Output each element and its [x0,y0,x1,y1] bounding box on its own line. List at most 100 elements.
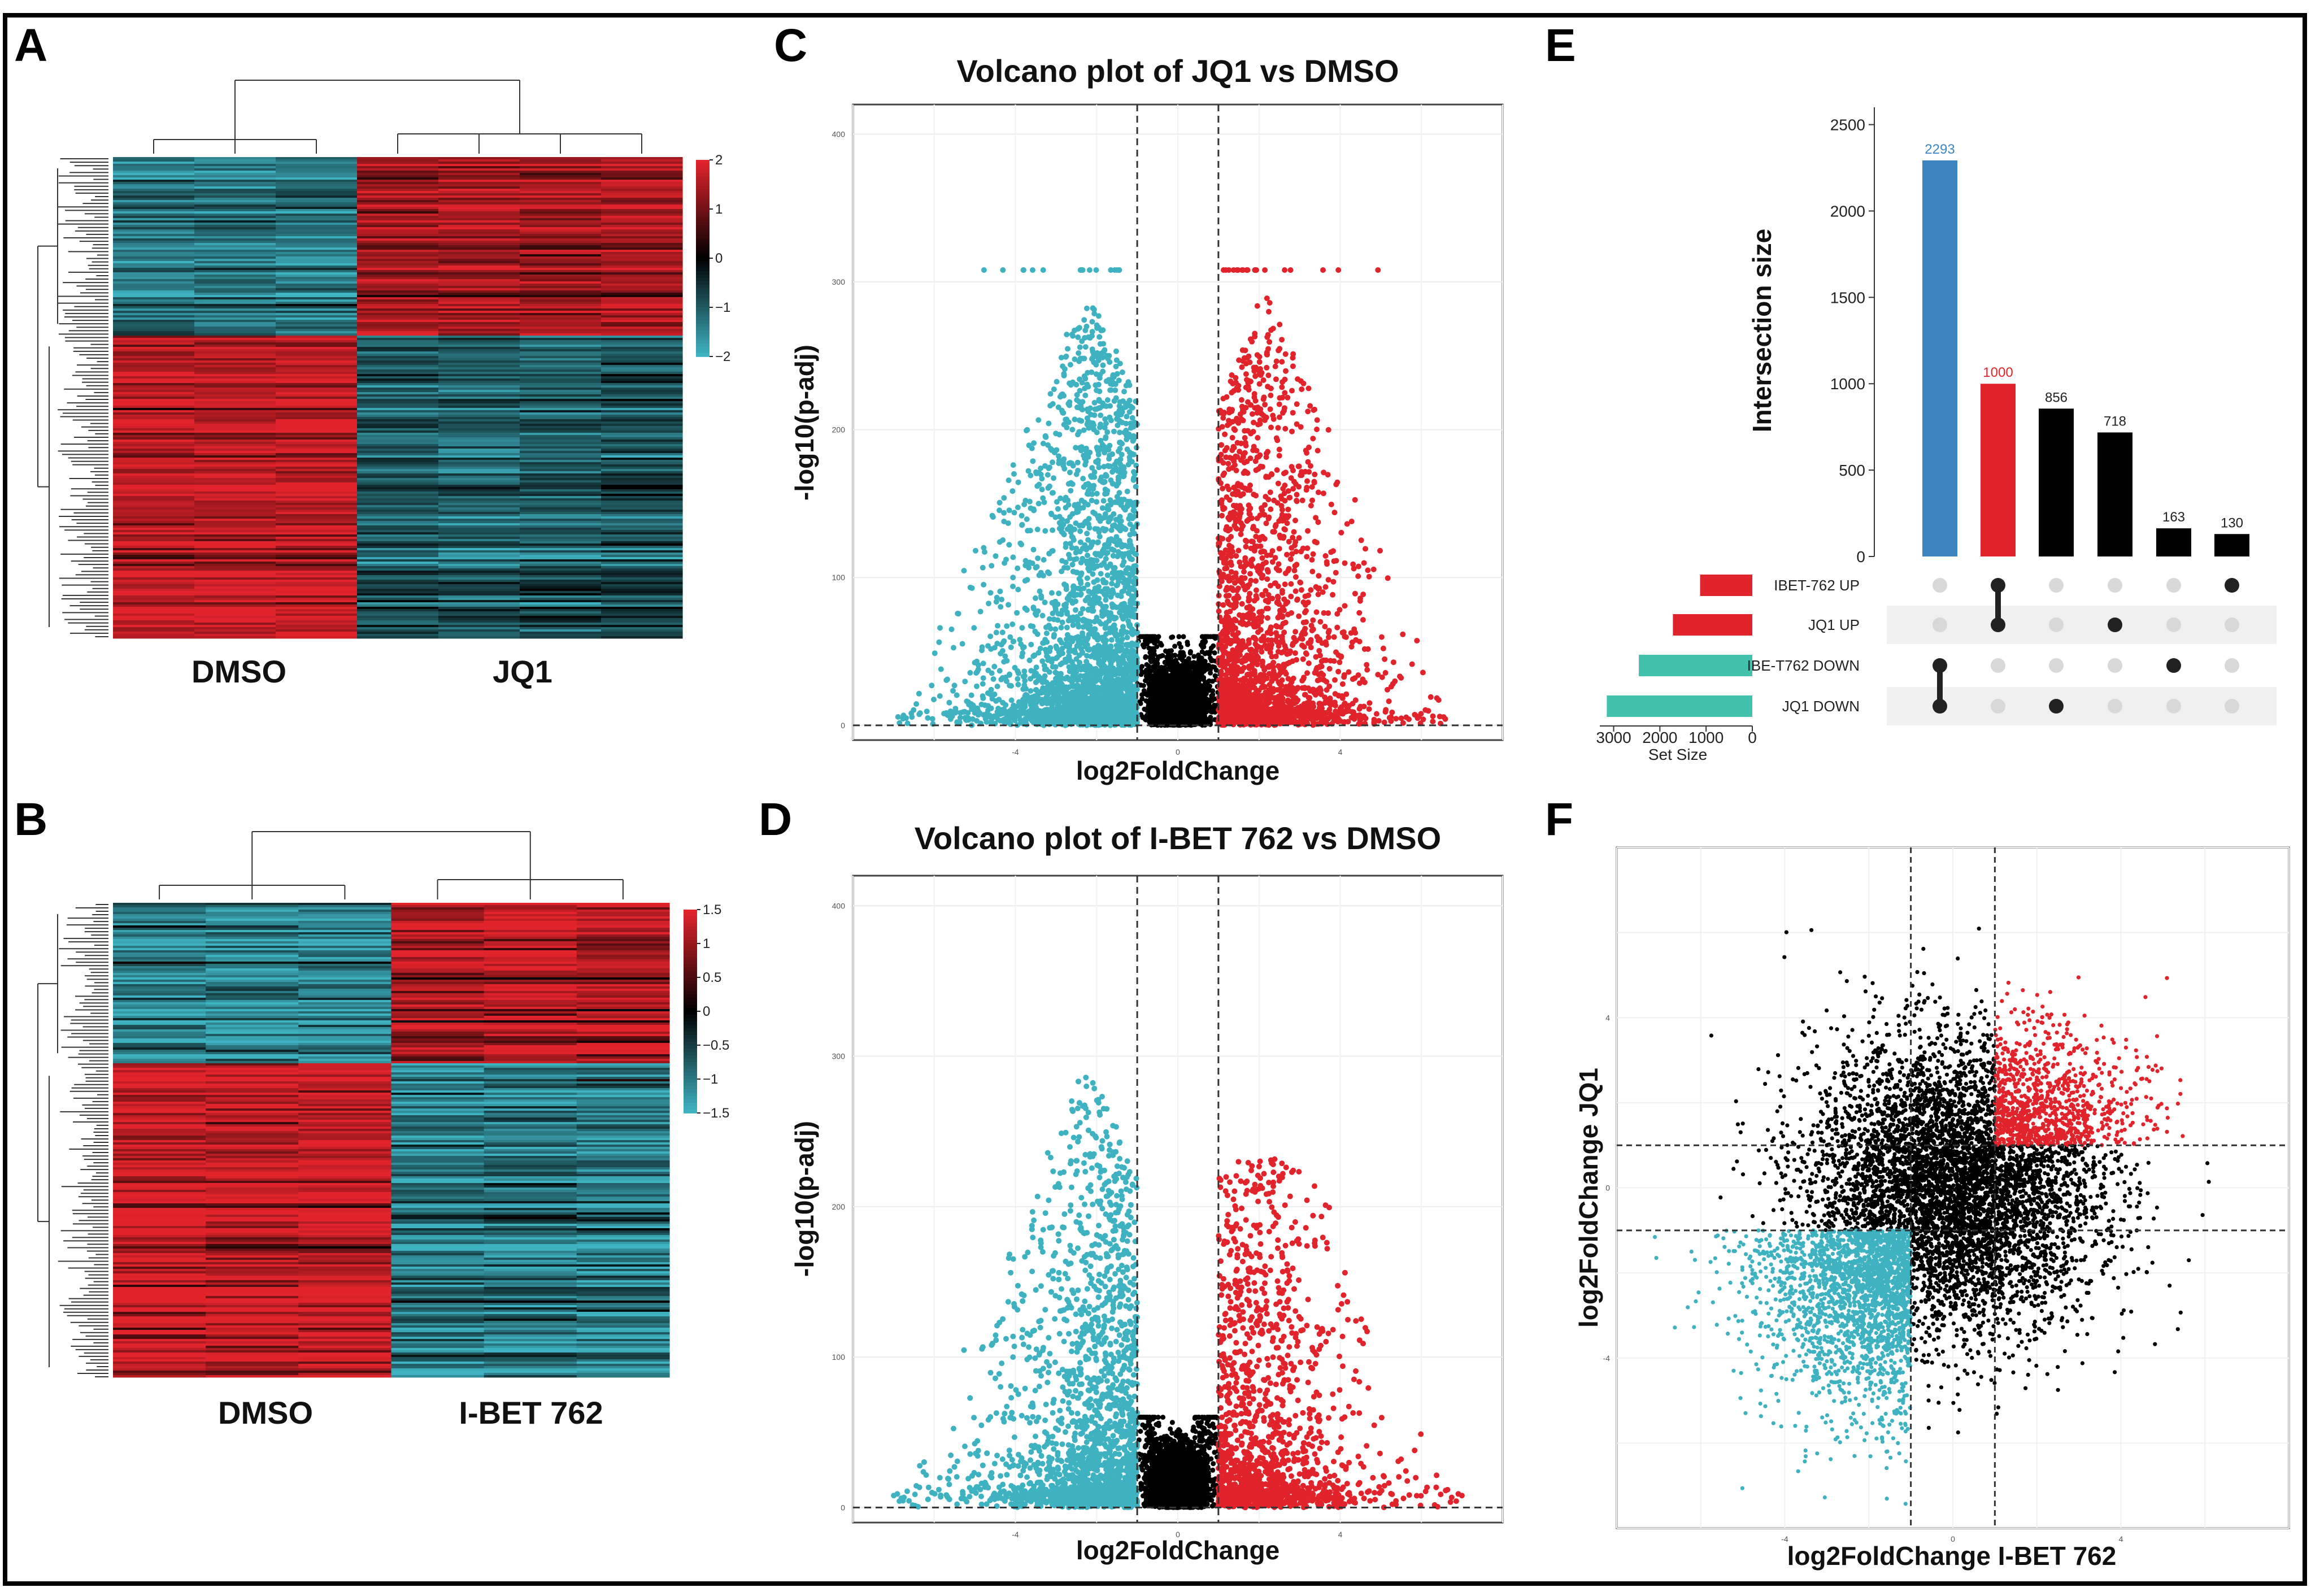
heatmap-cell [194,261,276,263]
heatmap-cell [194,227,276,229]
heatmap-cell [194,259,276,261]
heatmap-a: 210−1−2 DMSO JQ1 [38,80,730,689]
heatmap-cell [113,232,195,234]
panel-letter-c: C [774,20,807,71]
heatmap-cell [113,168,195,171]
heatmap-cell [357,279,439,281]
heatmap-cell [438,220,520,223]
heatmap-cell [601,268,683,270]
heatmap-cell [601,193,683,195]
heatmap-cell [276,186,358,189]
heatmap-cell [276,340,358,342]
heatmap-cell [438,198,520,200]
heatmap-cell [194,184,276,186]
heatmap-cell [113,205,195,207]
heatmap-cell [520,207,602,209]
heatmap-cell [194,333,276,336]
heatmap-cell [276,207,358,209]
heatmap-cell [357,247,439,250]
heatmap-cell [357,162,439,164]
heatmap-cell [438,293,520,295]
heatmap-cell [113,195,195,198]
heatmap-cell [520,320,602,322]
heatmap-cell [194,256,276,259]
heatmap-cell [357,256,439,259]
heatmap-cell [276,200,358,202]
heatmap-cell [194,277,276,279]
heatmap-cell [357,218,439,220]
heatmap-cell [520,241,602,243]
heatmap-cell [276,205,358,207]
heatmap-cell [113,327,195,329]
heatmap-cell [194,252,276,254]
heatmap-cell [438,157,520,159]
heatmap-cell [520,254,602,256]
heatmap-cell [438,338,520,340]
heatmap-cell [601,236,683,238]
heatmap-cell [601,281,683,284]
heatmap-cell [601,261,683,263]
heatmap-cell [113,227,195,229]
heatmap-cell [113,279,195,281]
heatmap-cell [113,315,195,318]
heatmap-cell [438,243,520,245]
heatmap-cell [601,218,683,220]
heatmap-cell [438,225,520,227]
heatmap-cell [438,286,520,288]
heatmap-cell [601,234,683,236]
heatmap-cell [438,302,520,304]
heatmap-cell [276,225,358,227]
heatmap-cell [438,311,520,313]
heatmap-cell [520,205,602,207]
heatmap-cell [438,261,520,263]
heatmap-cell [520,329,602,331]
heatmap-cell [520,202,602,205]
heatmap-cell [438,275,520,277]
heatmap-cell [276,306,358,308]
heatmap-cell [113,288,195,290]
heatmap-cell [601,333,683,336]
heatmap-cell [194,209,276,211]
heatmap-cell [357,198,439,200]
heatmap-cell [194,193,276,195]
heatmap-cell [357,254,439,256]
heatmap-cell [276,324,358,327]
heatmap-cell [276,243,358,245]
heatmap-cell [194,202,276,205]
heatmap-cell [601,157,683,159]
heatmap-cell [357,214,439,216]
heatmap-cell [520,302,602,304]
heatmap-cell [438,279,520,281]
heatmap-cell [194,225,276,227]
heatmap-cell [113,202,195,205]
heatmap-cell [194,320,276,322]
heatmap-cell [276,220,358,223]
heatmap-cell [438,281,520,284]
heatmap-cell [113,162,195,164]
heatmap-cell [520,247,602,250]
heatmap-cell [601,295,683,297]
heatmap-cell [438,184,520,186]
heatmap-cell [113,207,195,209]
heatmap-cell [601,288,683,290]
heatmap-cell [601,209,683,211]
heatmap-cell [194,306,276,308]
heatmap-cell [601,223,683,225]
heatmap-cell [357,297,439,299]
heatmap-cell [438,306,520,308]
heatmap-cell [113,184,195,186]
heatmap-cell [357,209,439,211]
heatmap-cell [520,299,602,302]
heatmap-cell [194,311,276,313]
heatmap-cell [438,284,520,286]
heatmap-cell [194,275,276,277]
heatmap-cell [276,198,358,200]
heatmap-cell [113,270,195,272]
heatmap-cell [520,209,602,211]
heatmap-cell [520,284,602,286]
heatmap-cell [357,232,439,234]
heatmap-cell [113,171,195,173]
heatmap-cell [276,234,358,236]
heatmap-cell [601,182,683,184]
heatmap-cell [276,252,358,254]
